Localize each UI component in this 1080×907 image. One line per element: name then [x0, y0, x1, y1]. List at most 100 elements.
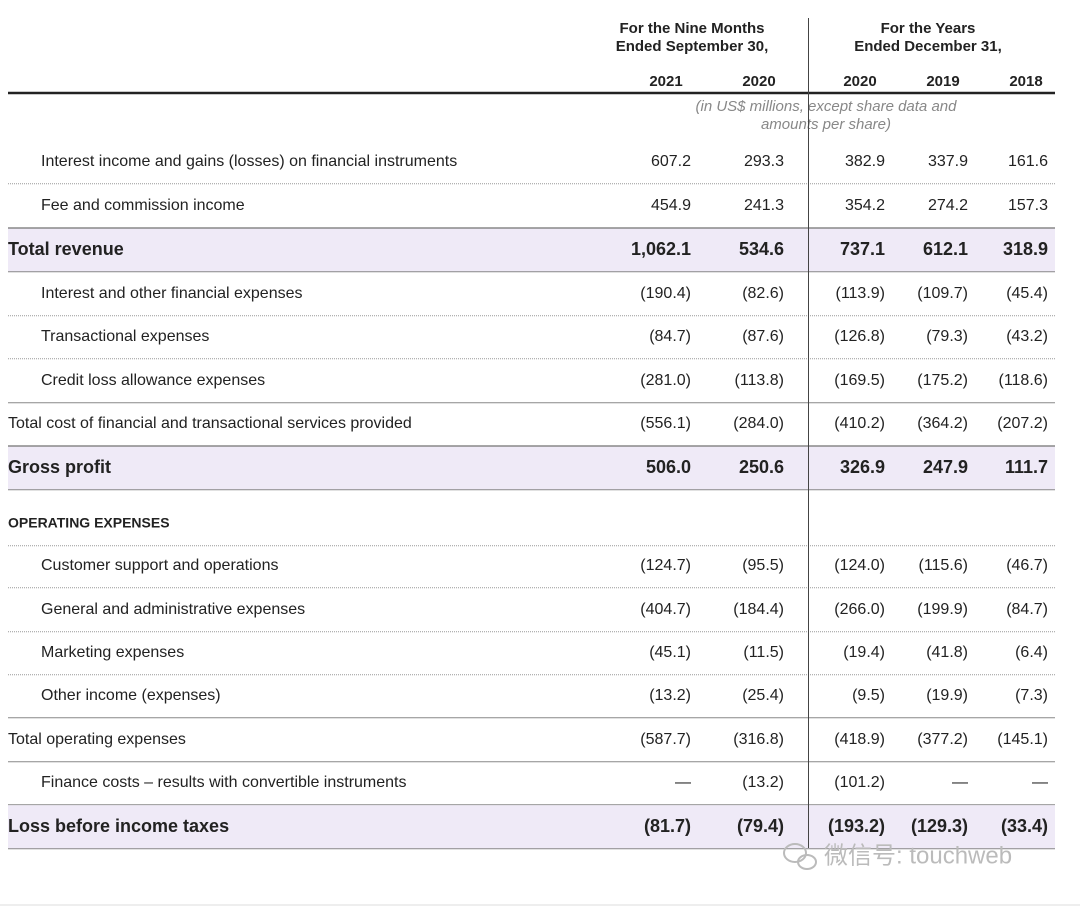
cell-value: (169.5) — [834, 372, 885, 389]
cell-value: (145.1) — [997, 731, 1048, 748]
year-header: 2018 — [1009, 73, 1042, 90]
cell-value: (109.7) — [917, 285, 968, 302]
cell-value: (377.2) — [917, 731, 968, 748]
row-highlight — [8, 446, 1055, 490]
cell-value: (45.4) — [1006, 285, 1048, 302]
cell-value: (84.7) — [1006, 601, 1048, 618]
cell-value: 506.0 — [646, 457, 691, 477]
cell-value: — — [952, 774, 968, 791]
cell-value: 607.2 — [651, 153, 691, 170]
cell-value: (33.4) — [1001, 816, 1048, 836]
cell-value: (87.6) — [742, 328, 784, 345]
row-label: Customer support and operations — [41, 557, 278, 574]
column-group-header: Ended December 31, — [854, 38, 1002, 55]
cell-value: (19.9) — [926, 687, 968, 704]
cell-value: (19.4) — [843, 644, 885, 661]
cell-value: 274.2 — [928, 197, 968, 214]
cell-value: (284.0) — [733, 415, 784, 432]
row-label: Loss before income taxes — [8, 816, 229, 836]
cell-value: (81.7) — [644, 816, 691, 836]
year-header: 2019 — [926, 73, 959, 90]
cell-value: (46.7) — [1006, 557, 1048, 574]
row-label: Marketing expenses — [41, 644, 184, 661]
column-group-header: Ended September 30, — [616, 38, 769, 55]
cell-value: 157.3 — [1008, 197, 1048, 214]
cell-value: — — [1032, 774, 1048, 791]
cell-value: (84.7) — [649, 328, 691, 345]
row-label: Other income (expenses) — [41, 687, 221, 704]
cell-value: 454.9 — [651, 197, 691, 214]
row-label: Credit loss allowance expenses — [41, 372, 265, 389]
cell-value: (316.8) — [733, 731, 784, 748]
cell-value: (113.8) — [734, 372, 784, 389]
year-header: 2020 — [843, 73, 876, 90]
row-label: Gross profit — [8, 457, 111, 477]
cell-value: (129.3) — [911, 816, 968, 836]
cell-value: 111.7 — [1005, 457, 1048, 477]
year-header: 2020 — [742, 73, 775, 90]
cell-value: (13.2) — [649, 687, 691, 704]
row-label: Total operating expenses — [8, 731, 186, 748]
cell-value: (13.2) — [742, 774, 784, 791]
cell-value: (82.6) — [742, 285, 784, 302]
column-group-header: For the Years — [881, 20, 976, 37]
cell-value: (418.9) — [834, 731, 885, 748]
row-highlight — [8, 228, 1055, 272]
cell-value: (6.4) — [1015, 644, 1048, 661]
cell-value: 1,062.1 — [631, 239, 691, 259]
cell-value: 354.2 — [845, 197, 885, 214]
row-label: Fee and commission income — [41, 197, 245, 214]
cell-value: (9.5) — [852, 687, 885, 704]
cell-value: (199.9) — [917, 601, 968, 618]
units-note: (in US$ millions, except share data and — [696, 98, 958, 115]
cell-value: (41.8) — [926, 644, 968, 661]
cell-value: 534.6 — [739, 239, 784, 259]
cell-value: (364.2) — [917, 415, 968, 432]
cell-value: (556.1) — [640, 415, 691, 432]
year-header: 2021 — [649, 73, 682, 90]
cell-value: (124.0) — [834, 557, 885, 574]
cell-value: (126.8) — [834, 328, 885, 345]
column-group-header: For the Nine Months — [620, 20, 765, 37]
cell-value: 241.3 — [744, 197, 784, 214]
cell-value: (113.9) — [835, 285, 885, 302]
cell-value: (43.2) — [1006, 328, 1048, 345]
cell-value: 337.9 — [928, 153, 968, 170]
row-label: Total cost of financial and transactiona… — [8, 415, 412, 432]
cell-value: 382.9 — [845, 153, 885, 170]
cell-value: (193.2) — [828, 816, 885, 836]
cell-value: 293.3 — [744, 153, 784, 170]
row-highlight — [8, 805, 1055, 849]
cell-value: (587.7) — [640, 731, 691, 748]
cell-value: (25.4) — [742, 687, 784, 704]
row-label: General and administrative expenses — [41, 601, 305, 618]
row-label: Finance costs – results with convertible… — [41, 774, 406, 791]
cell-value: (11.5) — [743, 644, 784, 661]
cell-value: (410.2) — [834, 415, 885, 432]
cell-value: (184.4) — [733, 601, 784, 618]
cell-value: 737.1 — [840, 239, 885, 259]
cell-value: (404.7) — [640, 601, 691, 618]
row-label: Interest income and gains (losses) on fi… — [41, 153, 457, 170]
row-label: OPERATING EXPENSES — [8, 515, 170, 531]
row-label: Interest and other financial expenses — [41, 285, 303, 302]
cell-value: 247.9 — [923, 457, 968, 477]
cell-value: 250.6 — [739, 457, 784, 477]
cell-value: (7.3) — [1015, 687, 1048, 704]
cell-value: 326.9 — [840, 457, 885, 477]
row-label: Transactional expenses — [41, 328, 209, 345]
cell-value: 318.9 — [1003, 239, 1048, 259]
cell-value: 161.6 — [1008, 153, 1048, 170]
cell-value: (95.5) — [742, 557, 784, 574]
cell-value: (101.2) — [834, 774, 885, 791]
cell-value: (190.4) — [640, 285, 691, 302]
cell-value: (207.2) — [997, 415, 1048, 432]
row-label: Total revenue — [8, 239, 124, 259]
cell-value: 612.1 — [923, 239, 968, 259]
cell-value: (266.0) — [834, 601, 885, 618]
units-note: amounts per share) — [761, 116, 891, 133]
wechat-icon — [783, 843, 817, 870]
watermark: 微信号: touchweb — [824, 842, 1012, 869]
